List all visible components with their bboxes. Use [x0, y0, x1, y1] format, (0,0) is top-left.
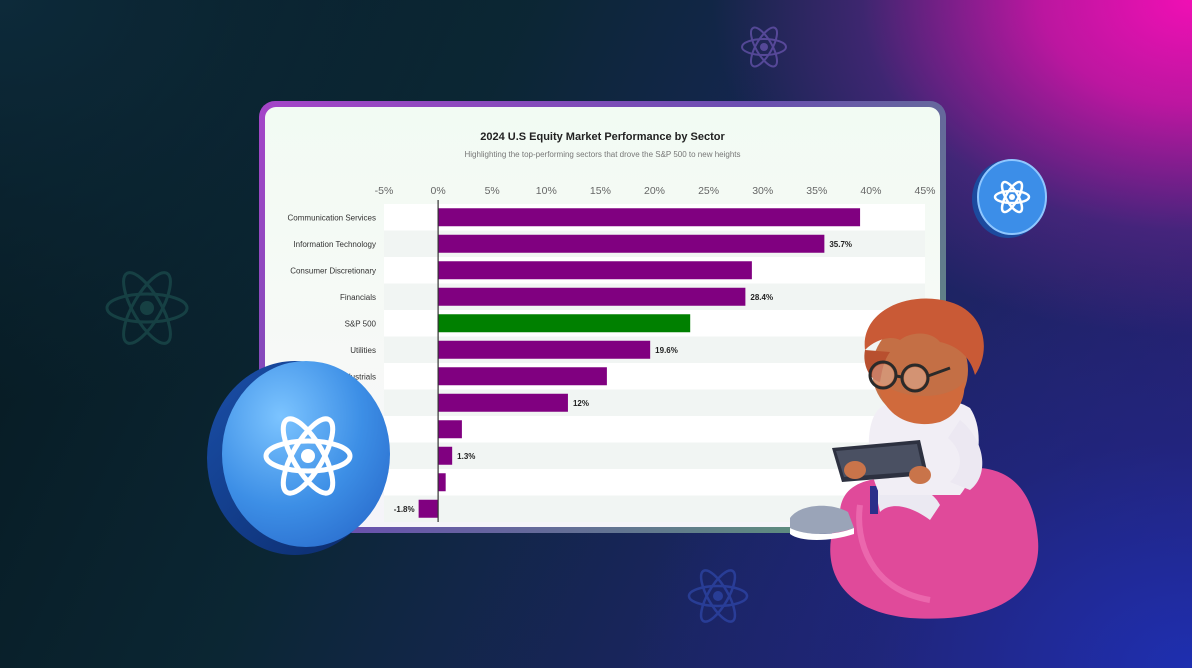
category-label: Information Technology	[293, 240, 376, 249]
row-band	[384, 469, 925, 496]
x-tick-label: 15%	[590, 185, 611, 197]
react-logo-icon	[687, 569, 749, 623]
x-tick-label: 35%	[806, 185, 827, 197]
data-label: 35.7%	[829, 240, 852, 249]
category-label: Industrials	[340, 372, 376, 381]
x-tick-label: 5%	[485, 185, 500, 197]
chart-subtitle: Highlighting the top-performing sectors …	[464, 150, 741, 159]
category-label: S&P 500	[345, 319, 377, 328]
chart-title: 2024 U.S Equity Market Performance by Se…	[480, 131, 725, 143]
category-label: Consumer Discretionary	[290, 266, 376, 275]
bar	[438, 473, 446, 492]
x-tick-label: -5%	[375, 185, 394, 197]
react-coin-icon	[972, 159, 1047, 238]
x-tick-label: 45%	[914, 185, 935, 197]
x-tick-label: 40%	[860, 185, 881, 197]
bar-chart: -5% 0% 5% 10% 15% 20% 25% 30% 35% 40% 45% Communica…	[288, 185, 936, 522]
x-tick-label: 30%	[752, 185, 773, 197]
bar	[438, 446, 453, 465]
react-logo-icon	[105, 271, 189, 345]
bar	[438, 287, 746, 306]
chart-panel: 2024 U.S Equity Market Performance by Se…	[265, 107, 940, 527]
bar	[438, 314, 691, 333]
bar	[438, 393, 568, 412]
react-logo-icon	[741, 26, 787, 68]
x-tick-label: 25%	[698, 185, 719, 197]
person-illustration	[790, 298, 1039, 619]
data-label: 12%	[573, 399, 589, 408]
data-label: 28.4%	[750, 293, 773, 302]
row-band	[384, 416, 925, 443]
bar	[438, 234, 825, 253]
bar	[438, 261, 752, 280]
data-label: 19.6%	[655, 346, 678, 355]
category-label: Utilities	[350, 346, 376, 355]
bar	[438, 208, 861, 227]
data-label: 1.3%	[457, 452, 475, 461]
x-tick-label: 10%	[536, 185, 557, 197]
x-tick-label: 20%	[644, 185, 665, 197]
bar	[438, 367, 607, 386]
category-label: Financials	[340, 293, 376, 302]
data-label: -1.8%	[394, 505, 415, 514]
react-coin-icon	[207, 361, 390, 555]
x-tick-label: 0%	[431, 185, 446, 197]
category-label: Communication Services	[288, 213, 376, 222]
bar	[438, 420, 462, 439]
bar	[418, 499, 439, 518]
bar	[438, 340, 651, 359]
